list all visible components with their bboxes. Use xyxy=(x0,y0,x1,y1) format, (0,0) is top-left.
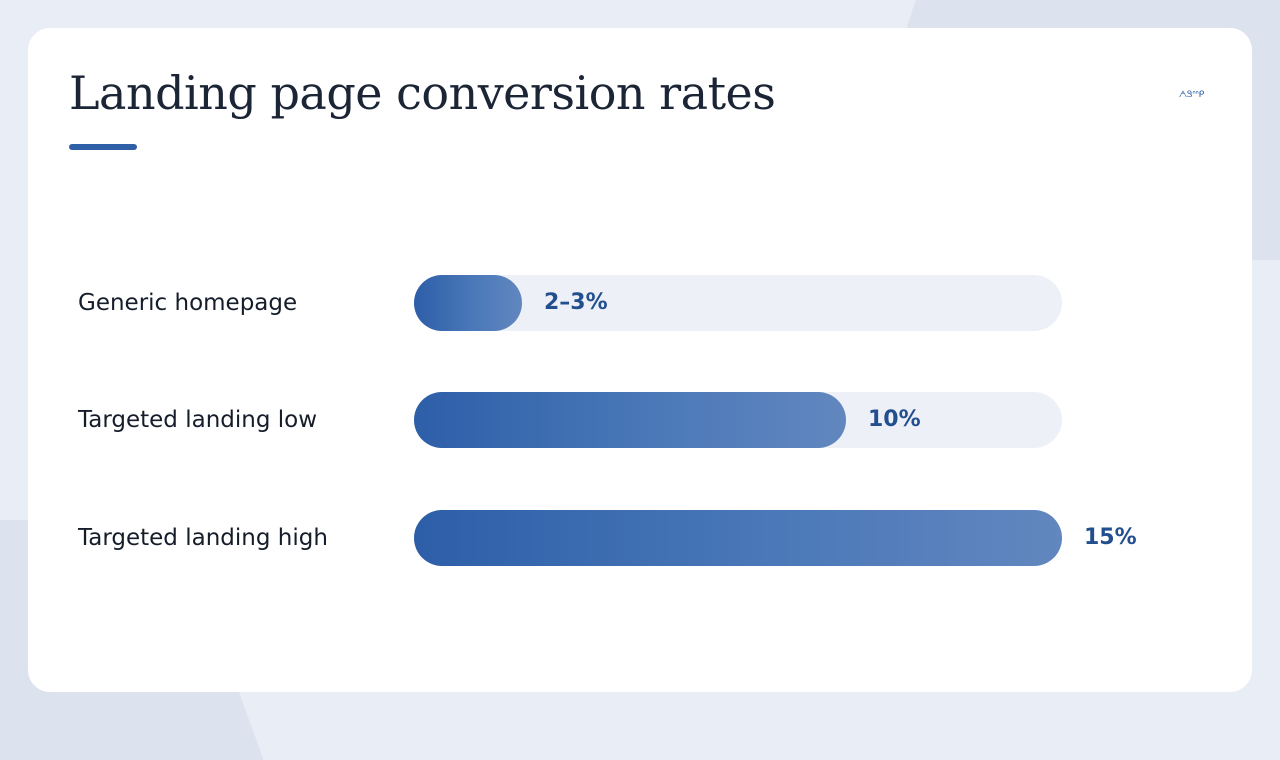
category-label: Generic homepage xyxy=(78,290,298,316)
data-label: 10% xyxy=(868,407,921,432)
bar-row: Targeted landing low 10% xyxy=(28,392,1252,448)
bar-row: Targeted landing high 15% xyxy=(28,510,1252,566)
bar-row: Generic homepage 2–3% xyxy=(28,275,1252,331)
bar-track xyxy=(414,275,1062,331)
category-label: Targeted landing low xyxy=(78,407,318,433)
bar xyxy=(414,275,522,331)
bar xyxy=(414,510,1062,566)
title-underline xyxy=(69,144,137,150)
data-label: 2–3% xyxy=(544,290,608,315)
brand-logo: ᗅᏕᐢᐢᑭ xyxy=(1178,90,1205,100)
bar xyxy=(414,392,846,448)
category-label: Targeted landing high xyxy=(78,525,328,551)
data-label: 15% xyxy=(1084,525,1137,550)
slide-card: Landing page conversion rates ᗅᏕᐢᐢᑭ Gene… xyxy=(28,28,1252,692)
slide-title: Landing page conversion rates xyxy=(69,66,776,120)
